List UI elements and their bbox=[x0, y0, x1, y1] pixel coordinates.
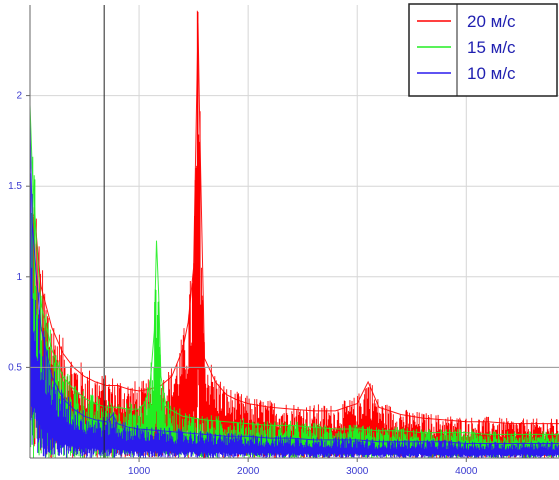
axis-layer: 1000 2000 3000 4000 0.5 1 1.5 2 bbox=[8, 5, 559, 477]
y-tick-label: 1.5 bbox=[8, 181, 22, 192]
series-2 bbox=[29, 83, 559, 458]
legend-label-1: 15 м/с bbox=[467, 38, 516, 57]
series-1-envelope bbox=[29, 104, 559, 435]
series-0-envelope bbox=[29, 23, 559, 425]
legend-label-2: 10 м/с bbox=[467, 64, 516, 83]
series-2-envelope bbox=[29, 122, 559, 444]
cursor-layer bbox=[30, 5, 559, 458]
x-tick-label: 3000 bbox=[346, 466, 369, 477]
y-tick-label: 0.5 bbox=[8, 362, 22, 373]
y-tick-label: 1 bbox=[16, 272, 22, 283]
x-tick-label: 2000 bbox=[237, 466, 260, 477]
legend: 20 м/с 15 м/с 10 м/с bbox=[408, 3, 558, 97]
legend-label-0: 20 м/с bbox=[467, 12, 516, 31]
x-tick-label: 4000 bbox=[455, 466, 478, 477]
y-tick-label: 2 bbox=[16, 91, 22, 102]
x-tick-label: 1000 bbox=[128, 466, 151, 477]
legend-box bbox=[408, 3, 558, 97]
